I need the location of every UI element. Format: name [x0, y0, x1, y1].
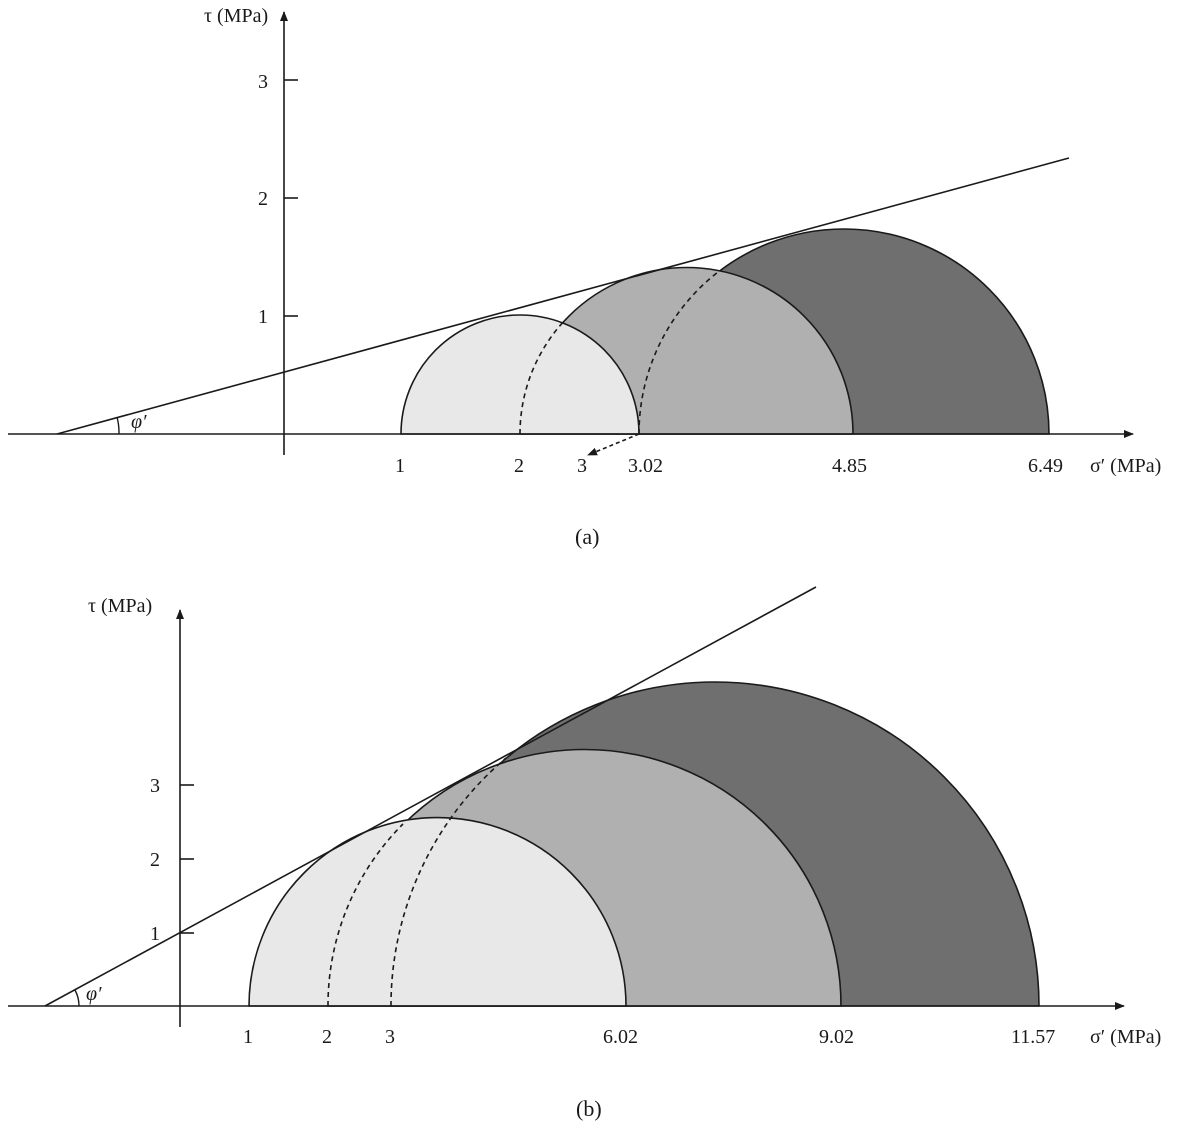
angle-label-b: φ′ [86, 983, 102, 1005]
panel-b: τ (MPa) σ′ (MPa) φ′ 1 2 3 1 2 3 6.02 9.0… [8, 586, 1161, 1121]
y-tick-label-b-1: 1 [150, 923, 160, 945]
y-tick-label-b-2: 2 [150, 849, 160, 871]
caption-a: (a) [575, 524, 599, 549]
hidden-arc-b2 [327, 823, 404, 1007]
x-label-a-6: 6.49 [1028, 455, 1063, 477]
y-tick-label-b-3: 3 [150, 775, 160, 797]
angle-label-a: φ′ [131, 411, 147, 433]
x-axis-label-b: σ′ (MPa) [1090, 1026, 1161, 1048]
x-label-b-3: 3 [385, 1026, 395, 1048]
mohr-circle-b1 [248, 816, 627, 1007]
x-label-a-3: 3 [577, 455, 587, 477]
hidden-arc-a3 [638, 271, 719, 435]
x-axis-label-a: σ′ (MPa) [1090, 455, 1161, 477]
failure-envelope-b [44, 586, 817, 1007]
x-label-a-5: 4.85 [832, 455, 867, 477]
x-label-b-5: 9.02 [819, 1026, 854, 1048]
y-tick-label-a-2: 2 [258, 188, 268, 210]
x-label-b-6: 11.57 [1011, 1026, 1055, 1048]
failure-envelope-a [56, 157, 1070, 435]
y-tick-label-a-3: 3 [258, 71, 268, 93]
x-label-b-2: 2 [322, 1026, 332, 1048]
hidden-arc-a2 [519, 318, 567, 435]
x-label-b-4: 6.02 [603, 1026, 638, 1048]
y-axis-label-a: τ (MPa) [204, 5, 268, 27]
hidden-arc-b3 [390, 757, 507, 1007]
x-label-b-1: 1 [243, 1026, 253, 1048]
angle-arc-b [74, 989, 80, 1007]
pointer-arrow-a [587, 433, 640, 456]
y-axis-label-b: τ (MPa) [88, 595, 152, 617]
y-tick-label-a-1: 1 [258, 306, 268, 328]
panel-a: τ (MPa) σ′ (MPa) φ′ 1 2 3 1 2 3 3.02 4.8… [8, 5, 1161, 549]
x-label-a-1: 1 [395, 455, 405, 477]
caption-b: (b) [576, 1096, 602, 1121]
mohr-circle-a1 [400, 314, 640, 435]
x-label-a-2: 2 [514, 455, 524, 477]
angle-arc-a [116, 416, 120, 435]
x-label-a-4: 3.02 [628, 455, 663, 477]
